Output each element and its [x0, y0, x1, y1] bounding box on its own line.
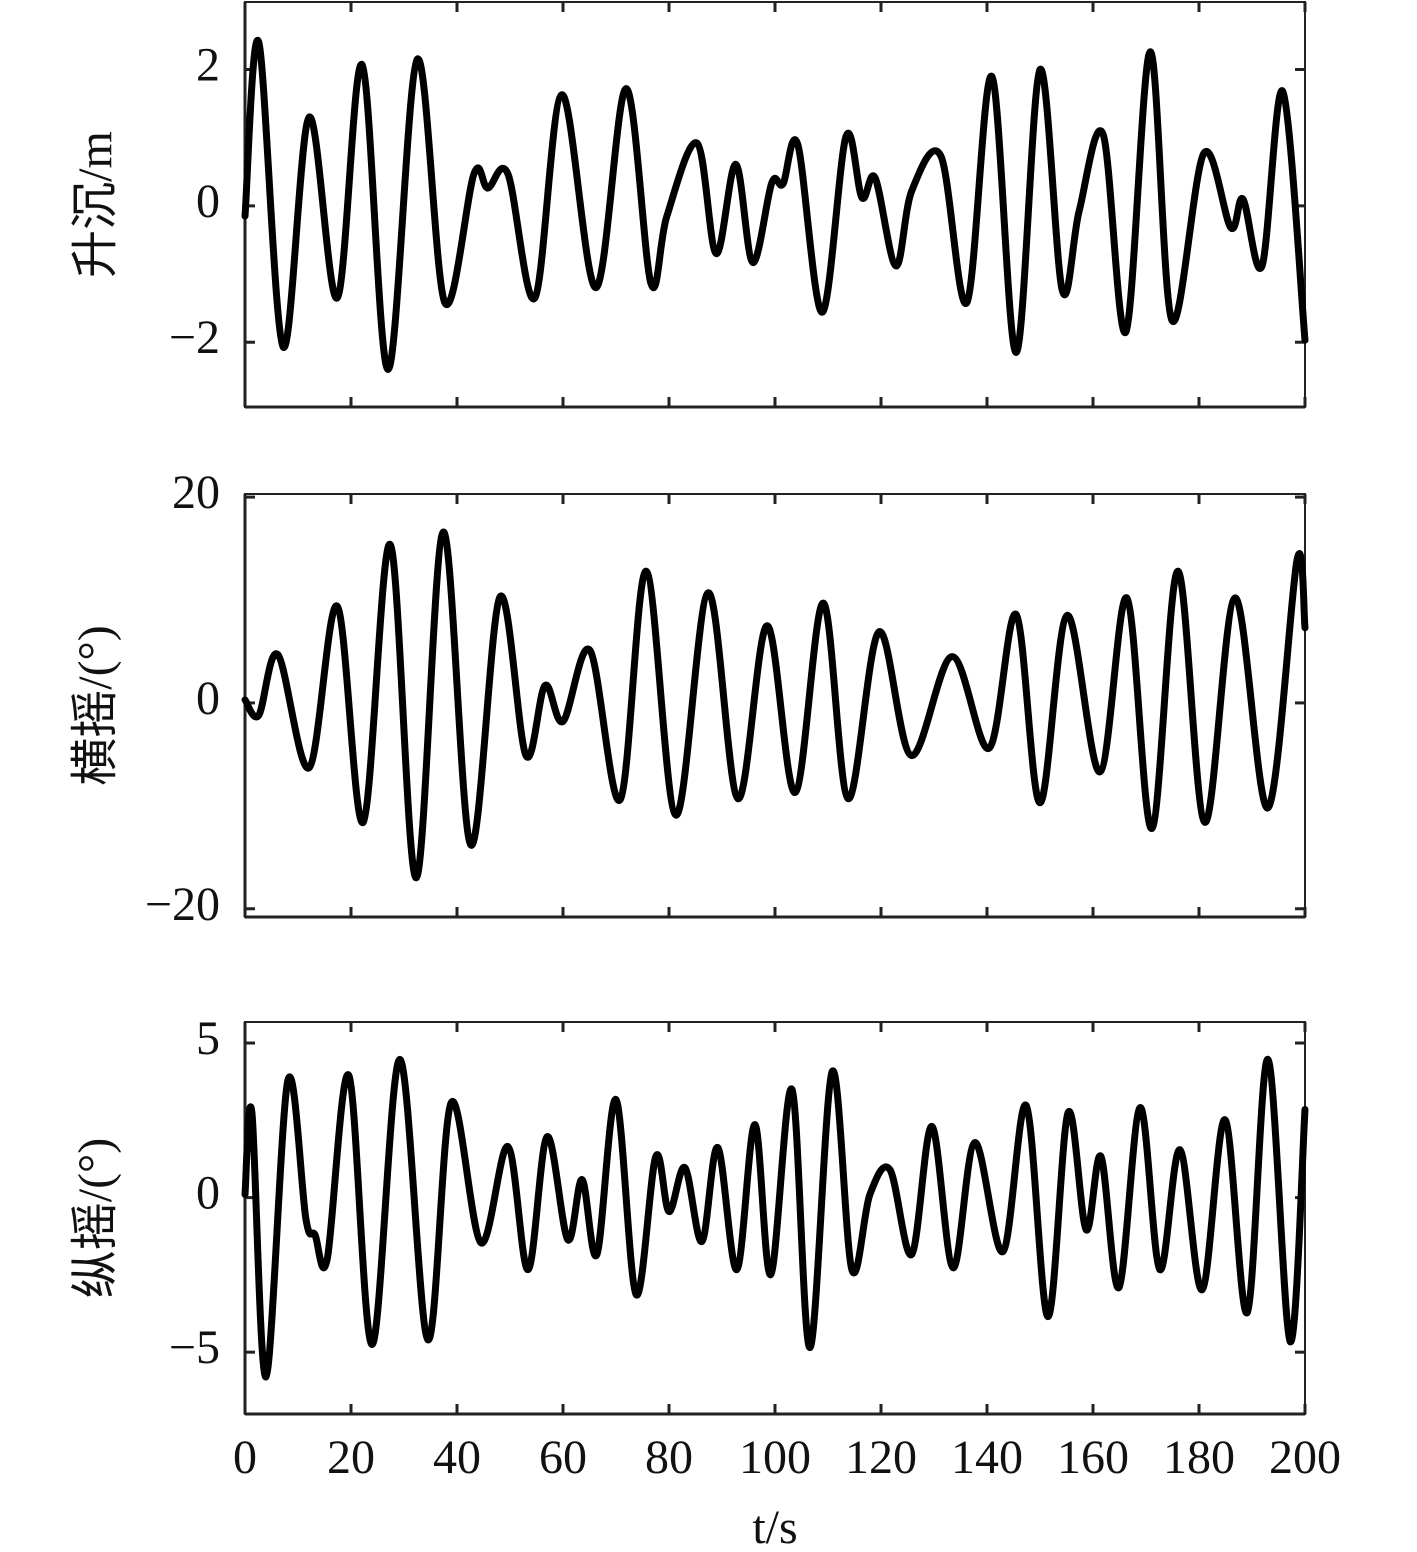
y-tick-label: 0	[196, 672, 220, 725]
y-tick-label: 0	[196, 1167, 220, 1220]
x-tick-label: 100	[739, 1431, 811, 1484]
line-series	[241, 1055, 1309, 1381]
y-axis-label: 横摇/(°)	[69, 625, 122, 786]
x-tick-label: 180	[1163, 1431, 1235, 1484]
x-tick-label: 60	[539, 1431, 587, 1484]
y-tick-label: 0	[196, 175, 220, 228]
y-tick-label: −20	[145, 878, 220, 931]
x-tick-label: 40	[433, 1431, 481, 1484]
x-tick-label: 200	[1269, 1431, 1341, 1484]
x-axis-label: t/s	[752, 1501, 797, 1552]
y-tick-label: −2	[169, 311, 220, 364]
y-tick-label: 20	[172, 466, 220, 519]
y-tick-label: 5	[196, 1012, 220, 1065]
y-axis-label: 纵摇/(°)	[69, 1138, 122, 1299]
line-series	[241, 36, 1309, 374]
line-series	[241, 528, 1309, 882]
y-axis-label: 升沉/m	[69, 131, 122, 278]
y-tick-label: 2	[196, 39, 220, 92]
x-tick-label: 120	[845, 1431, 917, 1484]
x-tick-label: 140	[951, 1431, 1023, 1484]
x-tick-label: 20	[327, 1431, 375, 1484]
y-tick-label: −5	[169, 1321, 220, 1374]
x-tick-label: 80	[645, 1431, 693, 1484]
x-tick-label: 0	[233, 1431, 257, 1484]
x-tick-label: 160	[1057, 1431, 1129, 1484]
